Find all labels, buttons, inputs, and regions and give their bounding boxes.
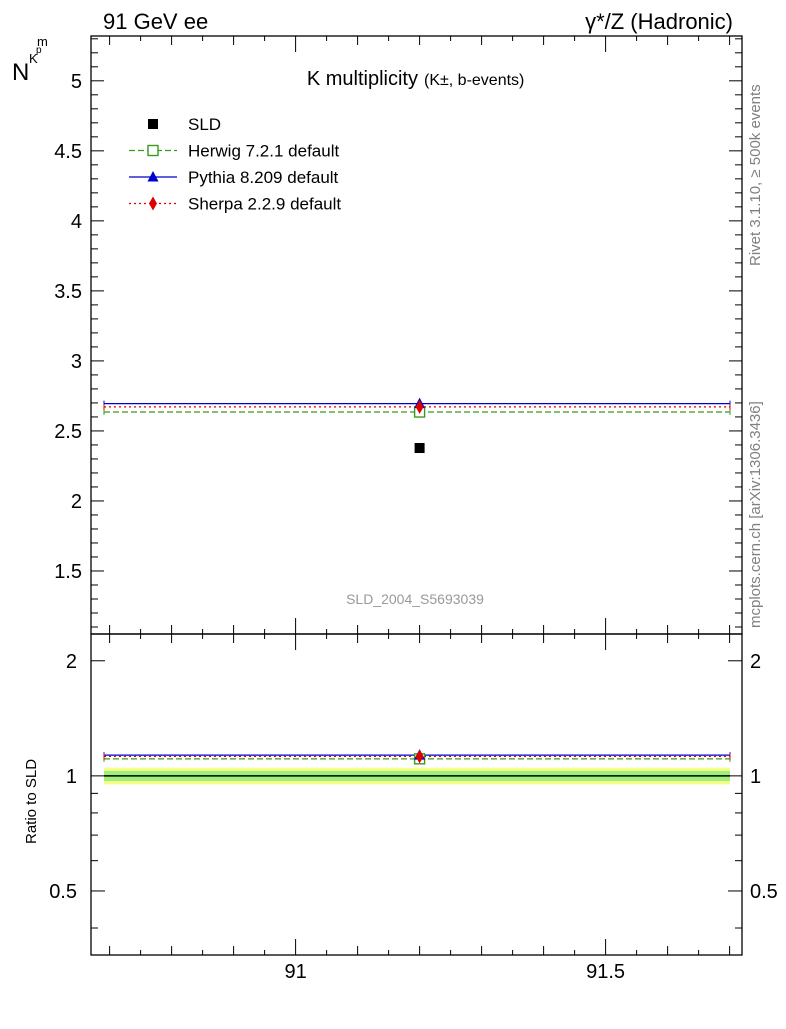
legend-marker-1 (147, 144, 159, 157)
legend: SLD Herwig 7.2.1 default Pythia 8.209 defa… (129, 115, 341, 214)
legend-label-2: Pythia 8.209 default (188, 168, 339, 187)
svg-text:K: K (29, 51, 38, 66)
header-energy-label: 91 GeV ee (103, 9, 208, 34)
x-tick-label: 91 (284, 961, 306, 983)
ratio-ytick-label-right: 0.5 (750, 881, 778, 903)
ratio-ytick-label-right: 1 (750, 766, 761, 788)
main-series-marker-2 (415, 399, 424, 414)
legend-label-1: Herwig 7.2.1 default (188, 142, 339, 161)
main-ytick-label: 1.5 (54, 561, 82, 583)
main-ytick-label: 3.5 (54, 281, 82, 303)
chart-subtitle: (K±, b-events) (424, 72, 524, 89)
ratio-series-marker-2 (415, 749, 424, 764)
main-ytick-label: 4 (71, 211, 82, 233)
svg-text:m: m (37, 34, 48, 49)
ratio-ytick-label-right: 2 (750, 651, 761, 673)
y-axis-label-main: N K p m (12, 34, 48, 86)
main-ytick-label: 4.5 (54, 141, 82, 163)
data-point-sld (414, 443, 425, 454)
main-ytick-label: 3 (71, 351, 82, 373)
legend-marker-3 (149, 196, 157, 211)
header-process-label: γ*/Z (Hadronic) (585, 9, 733, 34)
svg-text:p: p (36, 45, 42, 56)
ratio-panel: 0.5 0.5 1 1 2 2 91 91.5 Ratio to SLD (23, 633, 778, 983)
main-ytick-label: 2.5 (54, 421, 82, 443)
ratio-ytick-label-left: 0.5 (49, 881, 77, 903)
ratio-ytick-label-left: 2 (66, 651, 77, 673)
legend-marker-0 (148, 119, 158, 129)
legend-label-3: Sherpa 2.2.9 default (188, 195, 341, 214)
chart-title: K multiplicity (307, 68, 418, 90)
ratio-panel-frame (90, 633, 743, 956)
svg-text:N: N (12, 59, 29, 86)
main-panel: 1.5 2 2.5 3 3.5 4 4.5 5 K multiplicity (K±, b-e… (12, 34, 743, 635)
ratio-ytick-label-left: 1 (66, 766, 77, 788)
rivet-version-label: Rivet 3.1.10, ≥ 500k events (747, 84, 764, 266)
analysis-watermark: SLD_2004_S5693039 (346, 591, 484, 607)
x-tick-label: 91.5 (586, 961, 625, 983)
legend-label-0: SLD (188, 115, 221, 134)
ratio-y-axis-label: Ratio to SLD (23, 759, 40, 844)
legend-marker-2 (147, 171, 159, 182)
main-ytick-label: 2 (71, 491, 82, 513)
mcplots-label: mcplots.cern.ch [arXiv:1306.3436] (747, 401, 764, 628)
main-ytick-label: 5 (71, 71, 82, 93)
